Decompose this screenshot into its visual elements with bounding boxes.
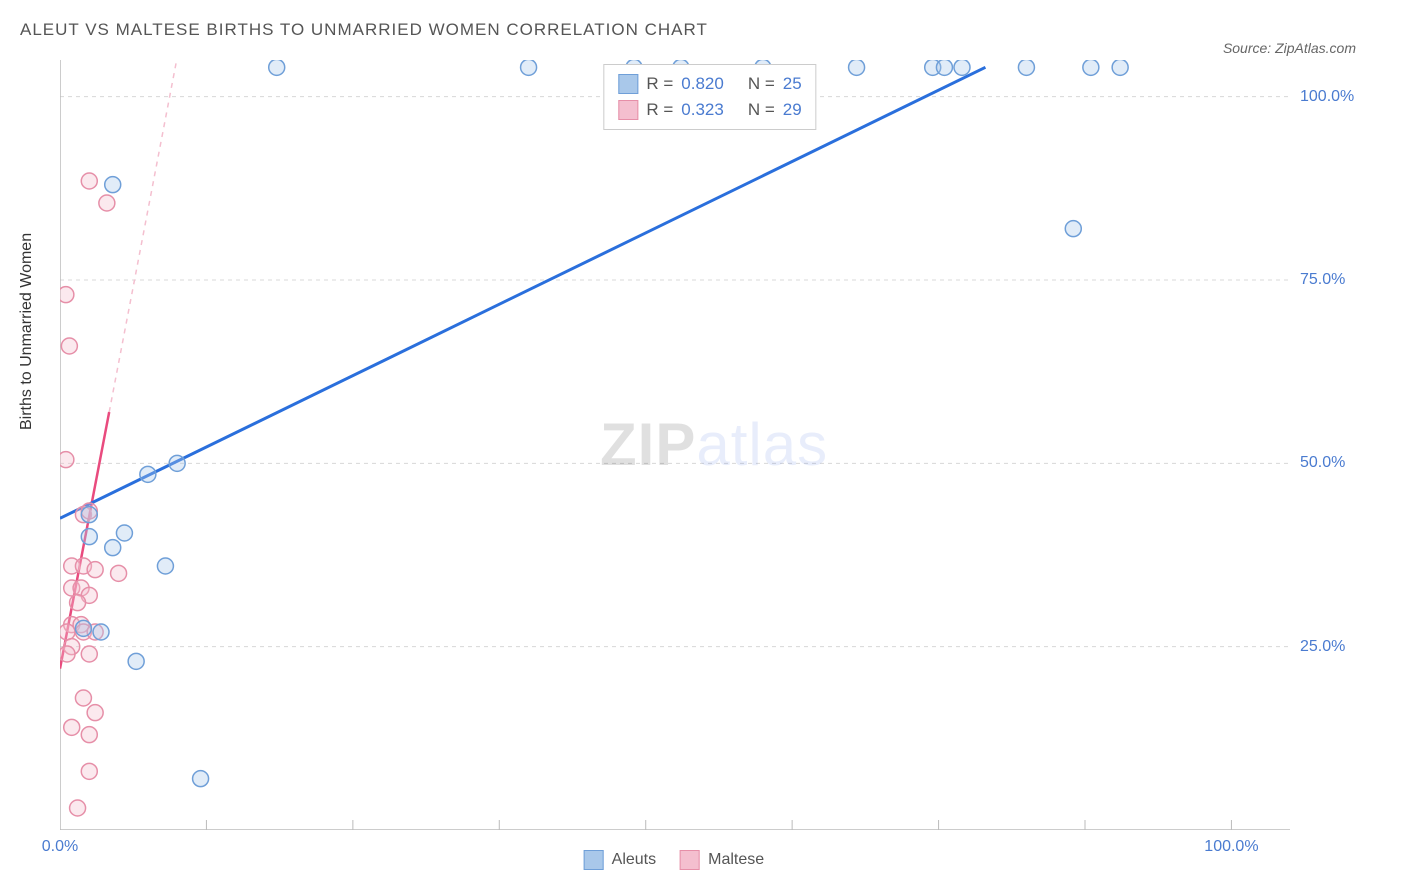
r-label: R = (646, 71, 673, 97)
scatter-chart (60, 60, 1290, 830)
y-tick-label: 25.0% (1300, 638, 1370, 656)
swatch-aleuts (618, 74, 638, 94)
y-tick-label: 100.0% (1300, 88, 1370, 106)
y-tick-label: 75.0% (1300, 271, 1370, 289)
x-tick-label: 100.0% (1204, 838, 1258, 868)
legend-item-maltese: Maltese (680, 850, 764, 870)
correlation-legend: R = 0.820 N = 25 R = 0.323 N = 29 (603, 64, 816, 130)
source-label: Source: ZipAtlas.com (1223, 40, 1356, 56)
swatch-aleuts (584, 850, 604, 870)
r-label: R = (646, 97, 673, 123)
y-tick-label: 50.0% (1300, 454, 1370, 472)
x-tick-label: 0.0% (42, 838, 78, 868)
r-value-aleuts: 0.820 (681, 71, 724, 97)
n-label: N = (748, 71, 775, 97)
correlation-row-aleuts: R = 0.820 N = 25 (618, 71, 801, 97)
n-value-maltese: 29 (783, 97, 802, 123)
legend-item-aleuts: Aleuts (584, 850, 656, 870)
legend-label-aleuts: Aleuts (612, 851, 656, 869)
correlation-row-maltese: R = 0.323 N = 29 (618, 97, 801, 123)
chart-area: ZIPatlas R = 0.820 N = 25 R = 0.323 N = … (60, 60, 1360, 840)
legend-label-maltese: Maltese (708, 851, 764, 869)
series-legend: Aleuts Maltese (584, 850, 765, 870)
n-value-aleuts: 25 (783, 71, 802, 97)
n-label: N = (748, 97, 775, 123)
swatch-maltese (680, 850, 700, 870)
y-axis-label: Births to Unmarried Women (18, 233, 36, 430)
swatch-maltese (618, 100, 638, 120)
chart-title: ALEUT VS MALTESE BIRTHS TO UNMARRIED WOM… (20, 20, 1386, 40)
r-value-maltese: 0.323 (681, 97, 724, 123)
